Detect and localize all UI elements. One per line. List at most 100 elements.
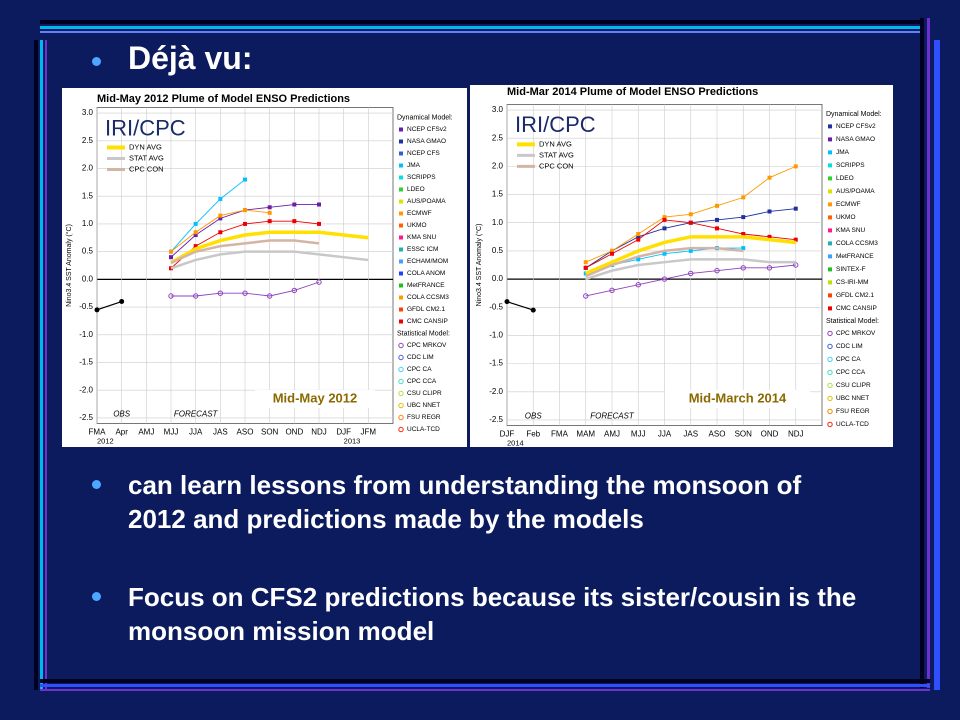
legend-marker [828, 189, 832, 194]
legend-marker [828, 267, 832, 272]
model-point [583, 265, 588, 270]
y-tick-label: -2.0 [489, 387, 503, 396]
observed-line [506, 301, 534, 311]
average-line [170, 239, 320, 264]
legend-marker [399, 319, 403, 324]
model-point [662, 215, 667, 220]
model-point [636, 232, 641, 237]
model-point [193, 221, 198, 226]
legend-marker [828, 202, 832, 207]
legend-label: NCEP CFSv2 [836, 123, 876, 130]
average-line [170, 250, 369, 270]
phase-label: OBS [525, 412, 543, 421]
year-label: 2014 [507, 439, 524, 448]
legend-label: UBC NNET [836, 395, 869, 402]
x-tick-label: ASO [709, 430, 726, 439]
logo: IRI/CPC [105, 115, 186, 140]
y-tick-label: -2.5 [489, 415, 503, 424]
model-point [193, 233, 198, 238]
model-point [168, 293, 174, 299]
y-tick-label: -0.5 [489, 302, 503, 311]
border [40, 31, 920, 33]
model-point [688, 220, 693, 225]
x-tick-label: NDJ [788, 430, 804, 439]
legend-label: CPC MRKOV [836, 330, 876, 337]
logo: IRI/CPC [515, 112, 596, 137]
model-point [662, 217, 667, 222]
legend-label: STAT AVG [539, 150, 574, 159]
border [45, 40, 47, 690]
legend-label: DYN AVG [129, 142, 162, 151]
legend-marker [827, 382, 833, 389]
model-point [317, 202, 321, 207]
legend-marker [827, 343, 833, 350]
legend-label: JMA [407, 162, 421, 169]
model-point [267, 205, 272, 210]
chart: Mid-May 2012 Plume of Model ENSO Predict… [62, 88, 467, 447]
bullet-dot [92, 57, 101, 66]
x-tick-label: OND [761, 430, 779, 439]
x-tick-label: AMJ [604, 430, 620, 439]
model-point [715, 203, 719, 208]
model-point [217, 290, 224, 296]
y-tick-label: 1.0 [82, 219, 94, 228]
bullet-text: can learn lessons from understanding the… [128, 470, 802, 534]
border [40, 40, 43, 690]
y-tick-label: 0.0 [82, 274, 94, 283]
legend-marker [827, 369, 833, 376]
x-tick-label: DJF [336, 428, 351, 437]
corner-label: Mid-May 2012 [273, 390, 358, 405]
chart-title: Mid-May 2012 Plume of Model ENSO Predict… [97, 93, 350, 105]
y-tick-label: 1.5 [82, 191, 94, 200]
observed-point [94, 307, 100, 313]
legend-label: CPC CON [129, 164, 164, 173]
legend-marker [399, 139, 403, 144]
legend-label: UCLA-TCD [836, 421, 869, 428]
bullet-dot [92, 480, 101, 489]
legend-marker [398, 354, 404, 361]
legend-marker [827, 408, 833, 415]
legend-marker [399, 295, 403, 300]
x-tick-label: JJA [658, 430, 672, 439]
legend-label: AUS/POAMA [836, 188, 875, 195]
legend-marker [827, 356, 833, 363]
x-tick-label: FMA [89, 428, 107, 437]
border [40, 26, 920, 29]
model-point [741, 246, 746, 251]
legend-label: FSU REGR [407, 414, 441, 421]
legend-marker [399, 211, 403, 216]
legend-marker [828, 215, 832, 220]
model-point [292, 219, 297, 224]
model-point [741, 215, 746, 220]
model-point [714, 267, 720, 274]
y-tick-label: 3.0 [492, 105, 504, 114]
model-point [715, 217, 719, 222]
model-point [635, 282, 641, 288]
border [40, 679, 930, 683]
border [40, 689, 930, 691]
model-point [243, 208, 247, 213]
y-tick-label: 3.0 [82, 108, 94, 117]
model-point [636, 257, 641, 262]
chart-background [62, 88, 467, 447]
legend-marker [828, 163, 832, 168]
model-point [266, 293, 273, 299]
legend-label: GFDL CM2.1 [836, 292, 874, 299]
legend-label: DYN AVG [539, 139, 572, 148]
legend-header: Dynamical Model: [826, 111, 882, 118]
legend-marker [828, 228, 832, 233]
legend-marker [399, 247, 403, 252]
border [934, 40, 940, 690]
legend-label: ECMWF [836, 201, 861, 208]
legend-label: COLA CCSM3 [407, 294, 449, 301]
y-axis-label: Nino3.4 SST Anomaly (°C) [65, 224, 73, 307]
model-point [610, 251, 614, 256]
legend-marker [399, 235, 403, 240]
legend-label: UBC NNET [407, 402, 440, 409]
x-tick-label: Apr [115, 428, 128, 437]
x-tick-label: JAS [213, 428, 228, 437]
model-point [793, 237, 798, 242]
legend-marker [399, 271, 403, 276]
